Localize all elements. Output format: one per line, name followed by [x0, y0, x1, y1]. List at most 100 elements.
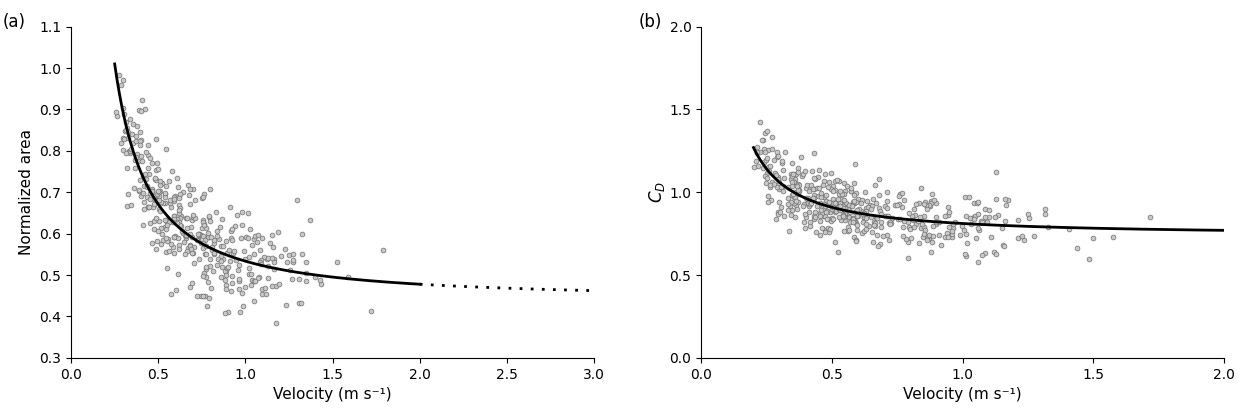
- Point: [249, 275, 269, 282]
- Point: [779, 185, 799, 192]
- Point: [879, 237, 899, 244]
- Point: [237, 210, 257, 217]
- Point: [943, 225, 963, 231]
- Point: [137, 183, 157, 190]
- Point: [202, 243, 222, 250]
- Point: [985, 169, 1005, 176]
- Point: [764, 181, 784, 187]
- Point: [192, 218, 212, 225]
- Point: [924, 197, 944, 203]
- Point: [826, 200, 846, 206]
- Point: [987, 196, 1007, 202]
- Point: [216, 238, 236, 245]
- Point: [266, 282, 286, 289]
- Point: [202, 247, 222, 253]
- Point: [225, 223, 245, 229]
- Point: [121, 131, 141, 138]
- Point: [170, 221, 190, 228]
- Point: [968, 225, 988, 231]
- Text: (a): (a): [2, 13, 26, 32]
- Point: [784, 176, 804, 182]
- Point: [754, 158, 774, 165]
- Point: [822, 215, 842, 221]
- Point: [260, 240, 280, 247]
- Point: [164, 213, 184, 220]
- Point: [803, 175, 823, 181]
- Point: [174, 239, 194, 246]
- Point: [846, 209, 866, 215]
- Point: [180, 243, 200, 249]
- Point: [797, 182, 817, 188]
- Point: [834, 204, 854, 211]
- Point: [867, 231, 887, 238]
- Point: [1012, 233, 1032, 240]
- Point: [757, 175, 777, 182]
- Point: [938, 211, 958, 218]
- Point: [151, 241, 171, 248]
- Point: [823, 182, 843, 189]
- Point: [816, 198, 836, 204]
- Point: [216, 285, 236, 292]
- Point: [235, 284, 255, 290]
- Point: [250, 258, 270, 265]
- Point: [867, 213, 887, 220]
- Point: [804, 214, 824, 221]
- Point: [229, 278, 249, 285]
- Point: [803, 186, 823, 192]
- Point: [201, 185, 221, 192]
- Point: [834, 228, 854, 235]
- Point: [776, 149, 796, 155]
- Point: [866, 220, 886, 227]
- Point: [773, 175, 793, 182]
- Point: [829, 178, 849, 185]
- Point: [802, 168, 822, 174]
- Point: [903, 216, 923, 223]
- Point: [857, 208, 877, 215]
- Point: [985, 213, 1005, 220]
- Point: [952, 223, 972, 229]
- Point: [120, 115, 140, 122]
- Point: [130, 138, 150, 145]
- Point: [809, 213, 829, 220]
- Point: [200, 218, 220, 224]
- Point: [903, 224, 923, 230]
- Point: [782, 191, 802, 198]
- Point: [964, 216, 984, 223]
- Point: [757, 164, 777, 171]
- Point: [801, 181, 821, 188]
- Point: [185, 197, 205, 203]
- Point: [821, 218, 841, 224]
- Point: [829, 206, 849, 212]
- Point: [864, 181, 884, 188]
- Point: [841, 188, 861, 195]
- Point: [226, 257, 246, 263]
- Point: [131, 97, 151, 104]
- Point: [871, 224, 891, 231]
- Point: [831, 188, 851, 194]
- Point: [812, 206, 832, 213]
- Point: [847, 213, 867, 220]
- Point: [185, 244, 205, 250]
- Point: [873, 232, 893, 239]
- Point: [811, 194, 831, 201]
- Point: [938, 233, 958, 240]
- Point: [768, 210, 788, 217]
- Point: [149, 218, 169, 224]
- Point: [176, 215, 196, 222]
- Point: [846, 189, 866, 196]
- Point: [269, 228, 289, 235]
- Point: [834, 191, 854, 197]
- Point: [798, 200, 818, 206]
- Point: [265, 255, 285, 262]
- Point: [130, 128, 150, 135]
- Point: [244, 251, 264, 258]
- Point: [199, 234, 219, 241]
- Point: [942, 228, 962, 234]
- Point: [988, 212, 1008, 219]
- Point: [994, 218, 1014, 225]
- Point: [754, 149, 774, 156]
- Point: [196, 251, 216, 258]
- Point: [847, 207, 867, 214]
- Point: [212, 264, 232, 270]
- Point: [909, 240, 929, 247]
